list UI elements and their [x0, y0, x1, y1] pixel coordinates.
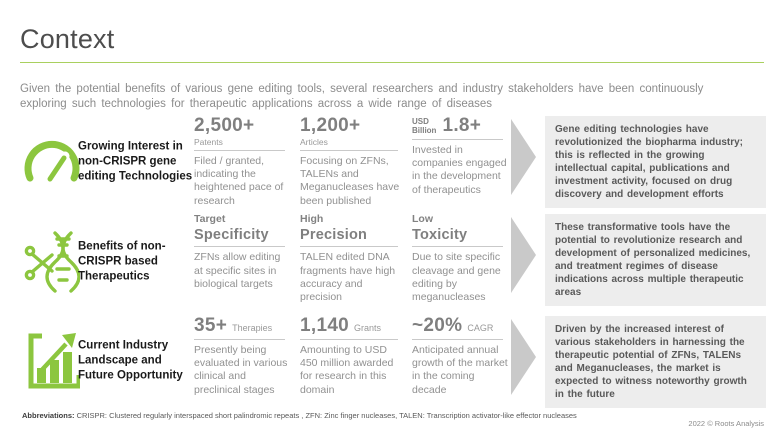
stat-grants: 1,140 Grants Amounting to USD 450 millio… [300, 316, 404, 397]
stat-precision: High Precision TALEN edited DNA fragment… [300, 213, 404, 304]
stat-therapies: 35+ Therapies Presently being evaluated … [194, 316, 291, 397]
stat-cagr: ~20% CAGR Anticipated annual growth of t… [412, 316, 509, 397]
stat-attribute: Toxicity [412, 226, 468, 243]
stat-divider [412, 138, 504, 140]
stat-unit-prefix: USD Billion [412, 116, 437, 135]
stat-divider [300, 149, 398, 151]
stat-divider [194, 246, 286, 248]
stat-value: 1,200+ [300, 115, 361, 136]
row-heading: Current Industry Landscape and Future Op… [78, 339, 183, 382]
stat-qualifier: Low [412, 213, 433, 225]
stat-unit: CAGR [467, 323, 494, 333]
stat-description: Amounting to USD 450 million awarded for… [300, 343, 394, 396]
page-title: Context [20, 24, 115, 54]
stat-unit: Therapies [232, 323, 273, 333]
row-benefits: Benefits of non-CRISPR based Therapeutic… [0, 212, 780, 312]
bar-chart-growth-icon [24, 331, 82, 391]
stat-divider [300, 338, 398, 340]
takeaway-box: Gene editing technologies have revolutio… [545, 116, 766, 208]
abbreviations-note: Abbreviations: CRISPR: Clustered regular… [22, 411, 577, 420]
abbreviations-label: Abbreviations: [22, 411, 75, 420]
stat-toxicity: Low Toxicity Due to site specific cleava… [412, 213, 509, 304]
stat-description: Filed / granted, indicating the heighten… [194, 154, 284, 207]
stat-description: Presently being evaluated in various cli… [194, 343, 288, 396]
stat-divider [412, 338, 504, 340]
stat-value: 1.8+ [442, 115, 482, 136]
stat-divider [412, 246, 504, 248]
right-arrow-icon [511, 217, 536, 293]
stat-description: Invested in companies engaged in the dev… [412, 143, 507, 196]
stat-investment: USD Billion 1.8+ Invested in companies e… [412, 116, 509, 197]
slide-subtitle: Given the potential benefits of various … [20, 82, 704, 111]
stat-description: Focusing on ZFNs, TALENs and Meganucleas… [300, 154, 400, 207]
takeaway-box: Driven by the increased interest of vari… [545, 316, 766, 408]
stat-description: TALEN edited DNA fragments have high acc… [300, 251, 396, 304]
takeaway-box: These transformative tools have the pote… [545, 214, 766, 306]
stat-description: Anticipated annual growth of the market … [412, 343, 508, 396]
stat-unit: Grants [354, 323, 382, 333]
row-industry-landscape: Current Industry Landscape and Future Op… [0, 314, 780, 408]
stat-articles: 1,200+ Articles Focusing on ZFNs, TALENs… [300, 116, 404, 208]
title-divider [20, 62, 764, 63]
stat-qualifier: Target [194, 213, 226, 225]
stat-divider [194, 338, 286, 340]
abbreviations-text: CRISPR: Clustered regularly interspaced … [74, 411, 577, 420]
stat-description: Due to site specific cleavage and gene e… [412, 251, 501, 304]
stat-value: 1,140 [300, 315, 350, 336]
stat-value: 35+ [194, 315, 228, 336]
row-heading: Benefits of non-CRISPR based Therapeutic… [78, 240, 166, 283]
row-growing-interest: Growing Interest in non-CRISPR gene edit… [0, 114, 780, 210]
stat-label: Patents [194, 136, 223, 147]
stat-attribute: Specificity [194, 226, 269, 243]
stat-attribute: Precision [300, 226, 368, 243]
stat-divider [194, 149, 286, 151]
speedometer-icon [24, 139, 82, 185]
row-heading: Growing Interest in non-CRISPR gene edit… [78, 140, 193, 183]
stat-description: ZFNs allow editing at specific sites in … [194, 251, 281, 290]
stat-value: ~20% [412, 315, 463, 336]
right-arrow-icon [511, 319, 536, 395]
stat-label: Articles [300, 136, 328, 147]
right-arrow-icon [511, 119, 536, 195]
copyright-note: 2022 © Roots Analysis [688, 419, 764, 428]
stat-value: 2,500+ [194, 115, 255, 136]
dna-scissors-icon [24, 229, 82, 295]
stat-patents: 2,500+ Patents Filed / granted, indicati… [194, 116, 291, 208]
stat-specificity: Target Specificity ZFNs allow editing at… [194, 213, 291, 291]
stat-divider [300, 246, 398, 248]
stat-qualifier: High [300, 213, 324, 225]
